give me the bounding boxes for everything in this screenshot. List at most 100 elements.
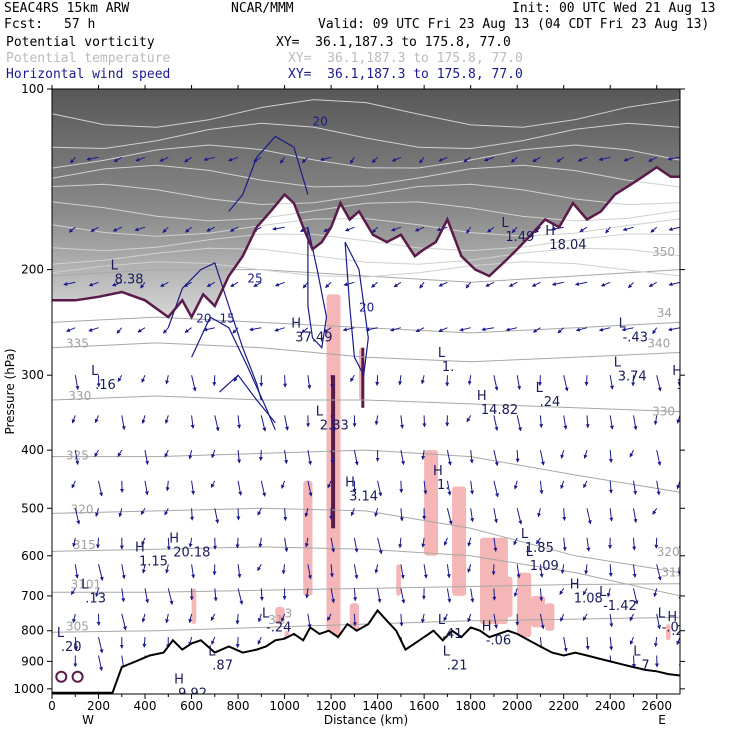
east-label: E — [658, 713, 666, 727]
west-label: W — [82, 713, 94, 727]
model-title: SEAC4RS 15km ARW — [4, 1, 130, 16]
theta-label: 34 — [657, 306, 672, 320]
wind-vector — [539, 415, 544, 429]
theta-contour-line — [52, 546, 680, 597]
extremum-value: -.04 — [662, 620, 687, 635]
wind-vector — [493, 613, 498, 629]
extremum-value: .13 — [85, 591, 106, 606]
y-tick-label: 200 — [21, 263, 44, 277]
wind-vector — [253, 156, 262, 162]
wind-vector — [210, 613, 216, 621]
wind-vector — [446, 480, 452, 496]
extremum-type: H — [291, 317, 301, 332]
wind-vector — [421, 450, 426, 460]
theta-contour-line — [52, 583, 680, 593]
wind-vector — [188, 537, 193, 548]
wind-vector — [258, 450, 263, 461]
wind-vector — [469, 480, 474, 495]
wind-vector — [560, 613, 565, 622]
tropopause-line — [52, 165, 680, 320]
wind-vector — [229, 226, 239, 232]
wind-vector — [323, 327, 332, 333]
theta-strato-line — [52, 247, 680, 265]
wind-vector — [206, 226, 216, 232]
pv-region — [480, 537, 508, 625]
extremum-value: .41 — [442, 627, 463, 642]
wind-vector — [71, 480, 76, 489]
wind-vector — [633, 588, 639, 605]
wind-vector — [419, 156, 425, 164]
wind-vector — [330, 450, 335, 464]
wind-vector — [609, 415, 614, 430]
wind-speed-contour — [219, 374, 276, 424]
wind-vector — [563, 375, 569, 392]
wind-vector — [283, 508, 288, 522]
wind-vector — [537, 508, 542, 518]
wind-vector — [141, 374, 146, 383]
wind-vector — [164, 449, 169, 458]
wind-vector — [513, 588, 518, 598]
wind-vector — [469, 450, 474, 464]
wind-vector — [438, 327, 448, 332]
wind-vector — [510, 156, 518, 163]
x-axis-label: Distance (km) — [324, 713, 408, 727]
wind-vector — [319, 156, 332, 162]
wind-vector — [74, 450, 80, 465]
wind-vector — [232, 327, 239, 334]
wind-speed-contour — [191, 316, 276, 431]
wind-vector — [414, 226, 425, 232]
wind-vector — [377, 537, 383, 555]
wind-vector — [516, 375, 522, 391]
wind-vector — [465, 281, 472, 289]
pv-region — [452, 486, 467, 596]
wind-vector — [459, 327, 471, 332]
wind-vector — [667, 156, 680, 161]
extremum-value: 1.09 — [530, 559, 559, 574]
wind-vector — [237, 415, 242, 429]
wind-vector — [648, 156, 657, 162]
terrain-line — [52, 608, 680, 694]
wind-vector — [485, 281, 495, 287]
wind-vector — [365, 327, 378, 332]
extrema-labels: L8.38L.16L.13L.20H20.18H1.15L.87H9.92L-.… — [57, 216, 705, 694]
wind-vector — [113, 156, 123, 163]
wind-vector — [71, 415, 76, 424]
extremum-value: .24 — [540, 395, 561, 410]
wind-vector — [377, 588, 382, 604]
theta-strato-line — [52, 183, 680, 206]
extremum-type: L — [438, 613, 446, 628]
extremum-value: 1.09 — [676, 378, 705, 393]
wind-vector — [539, 613, 545, 630]
wind-vector — [141, 613, 146, 623]
wind-vector — [327, 613, 332, 621]
extremum-value: 37.49 — [295, 331, 332, 346]
extremum-value: 3.14 — [349, 490, 378, 505]
wind-vector — [423, 480, 428, 495]
wind-vector — [400, 588, 406, 604]
extremum-type: L — [91, 364, 99, 379]
wind-vector — [653, 637, 658, 648]
wind-vector — [579, 226, 588, 233]
wind-vector — [508, 281, 518, 287]
wind-vector — [165, 480, 170, 492]
extremum-type: L — [501, 216, 509, 231]
wind-vector — [65, 327, 76, 332]
wind-vector — [463, 156, 471, 163]
wind-vector — [606, 588, 611, 598]
wind-vector — [272, 226, 285, 231]
wind-vector — [423, 564, 428, 579]
wind-vector — [633, 480, 638, 496]
wind-vector — [116, 327, 123, 334]
theta-label: 350 — [652, 245, 675, 259]
wind-vector — [88, 281, 99, 287]
wind-vector — [257, 508, 262, 516]
wind-speed-label: 25 — [247, 271, 262, 285]
wind-vector — [330, 537, 336, 553]
wind-vector — [74, 508, 81, 525]
wind-vector — [631, 655, 636, 669]
theta-label: 340 — [647, 337, 670, 351]
wind-vector — [481, 327, 494, 332]
y-tick-label: 800 — [21, 624, 44, 638]
wind-vector — [516, 508, 523, 525]
